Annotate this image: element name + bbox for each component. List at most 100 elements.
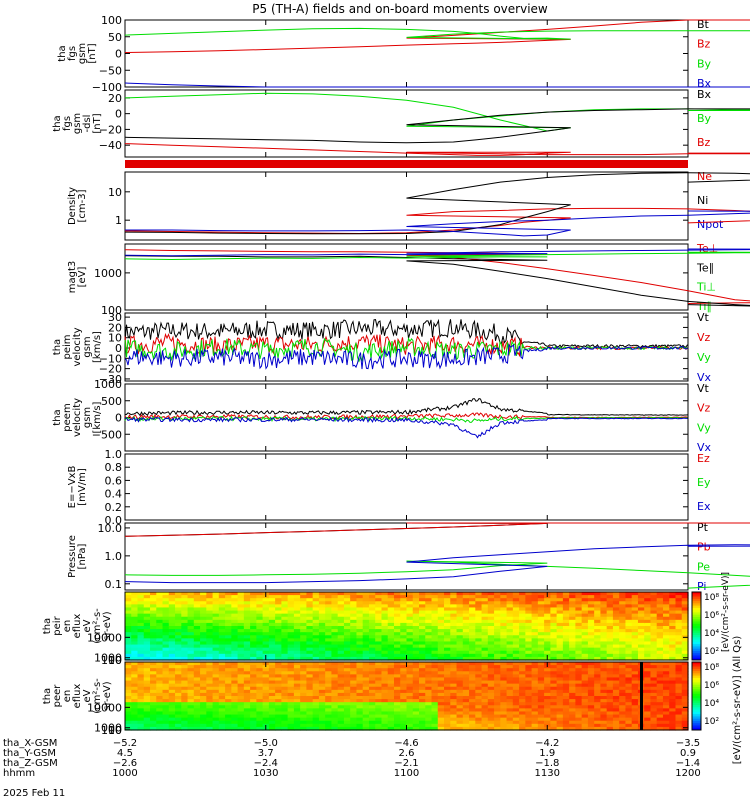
heatmap-cell: [375, 720, 383, 725]
heatmap-cell: [231, 726, 239, 731]
heatmap-cell: [481, 604, 489, 609]
heatmap-cell: [168, 696, 176, 700]
heatmap-cell: [419, 635, 426, 639]
heatmap-cell: [137, 619, 145, 624]
heatmap-cell: [243, 702, 251, 706]
heatmap-cell: [625, 705, 633, 709]
heatmap-cell: [644, 711, 652, 716]
heatmap-cell: [494, 601, 501, 605]
heatmap-cell: [537, 674, 545, 679]
colorbar-swatch: [692, 677, 701, 681]
heatmap-cell: [537, 616, 545, 621]
heatmap-cell: [225, 626, 232, 630]
heatmap-cell: [550, 610, 558, 615]
heatmap-cell: [356, 674, 364, 679]
heatmap-cell: [206, 638, 214, 643]
heatmap-cell: [368, 610, 376, 615]
heatmap-cell: [125, 619, 132, 624]
heatmap-cell: [625, 632, 633, 636]
heatmap-cell: [237, 632, 245, 636]
heatmap-cell: [656, 665, 664, 669]
heatmap-cell: [669, 641, 677, 646]
heatmap-cell: [462, 626, 470, 630]
heatmap-cell: [475, 592, 483, 596]
heatmap-cell: [156, 656, 164, 661]
heatmap-cell: [287, 671, 295, 675]
heatmap-cell: [625, 607, 633, 612]
heatmap-cell: [156, 689, 164, 694]
heatmap-cell: [437, 604, 445, 609]
heatmap-cell: [469, 692, 476, 697]
heatmap-cell: [631, 635, 639, 639]
heatmap-cell: [644, 613, 652, 618]
heatmap-cell: [681, 610, 689, 615]
heatmap-cell: [537, 607, 545, 612]
heatmap-cell: [225, 686, 232, 691]
heatmap-cell: [506, 665, 514, 669]
heatmap-cell: [237, 616, 245, 621]
heatmap-cell: [531, 671, 539, 675]
heatmap-cell: [381, 595, 389, 599]
heatmap-cell: [150, 626, 157, 630]
heatmap-cell: [644, 622, 652, 627]
heatmap-cell: [325, 683, 333, 688]
heatmap-cell: [175, 626, 182, 630]
heatmap-cell: [419, 616, 426, 621]
heatmap-cell: [231, 696, 239, 700]
heatmap-cell: [525, 644, 533, 649]
colorbar-swatch: [692, 603, 701, 607]
heatmap-cell: [331, 616, 339, 621]
heatmap-cell: [256, 665, 264, 669]
heatmap-cell: [287, 592, 295, 596]
heatmap-cell: [150, 629, 157, 633]
heatmap-cell: [200, 674, 207, 679]
heatmap-cell: [675, 662, 683, 666]
heatmap-cell: [469, 613, 476, 618]
heatmap-cell: [318, 680, 326, 685]
heatmap-cell: [606, 647, 614, 652]
heatmap-cell: [575, 699, 583, 703]
heatmap-cell: [594, 613, 602, 618]
heatmap-cell: [656, 622, 664, 627]
heatmap-cell: [600, 641, 608, 646]
heatmap-cell: [168, 668, 176, 672]
heatmap-cell: [225, 717, 232, 722]
heatmap-cell: [293, 668, 301, 672]
heatmap-cell: [312, 705, 320, 709]
heatmap-cell: [362, 689, 370, 694]
heatmap-cell: [462, 720, 470, 725]
heatmap-cell: [569, 717, 576, 722]
heatmap-cell: [425, 699, 433, 703]
heatmap-cell: [218, 619, 226, 624]
heatmap-cell: [500, 647, 508, 652]
heatmap-cell: [331, 717, 339, 722]
heatmap-cell: [393, 653, 401, 658]
heatmap-cell: [575, 692, 583, 697]
heatmap-cell: [450, 647, 458, 652]
heatmap-cell: [231, 683, 239, 688]
heatmap-cell: [631, 714, 639, 719]
heatmap-cell: [356, 626, 364, 630]
heatmap-cell: [531, 696, 539, 700]
heatmap-cell: [225, 683, 232, 688]
heatmap-cell: [625, 616, 633, 621]
heatmap-cell: [275, 696, 282, 700]
heatmap-cell: [200, 692, 207, 697]
heatmap-cell: [181, 632, 189, 636]
y-axis-label: (cm²-s-: [92, 608, 103, 644]
heatmap-cell: [506, 683, 514, 688]
heatmap-cell: [368, 595, 376, 599]
heatmap-cell: [225, 592, 232, 596]
heatmap-cell: [187, 610, 195, 615]
heatmap-cell: [500, 711, 508, 716]
heatmap-cell: [525, 726, 533, 731]
heatmap-cell: [412, 662, 420, 666]
heatmap-cell: [462, 677, 470, 682]
heatmap-cell: [406, 613, 414, 618]
heatmap-cell: [231, 702, 239, 706]
heatmap-cell: [656, 613, 664, 618]
heatmap-cell: [181, 720, 189, 725]
heatmap-cell: [250, 626, 257, 630]
